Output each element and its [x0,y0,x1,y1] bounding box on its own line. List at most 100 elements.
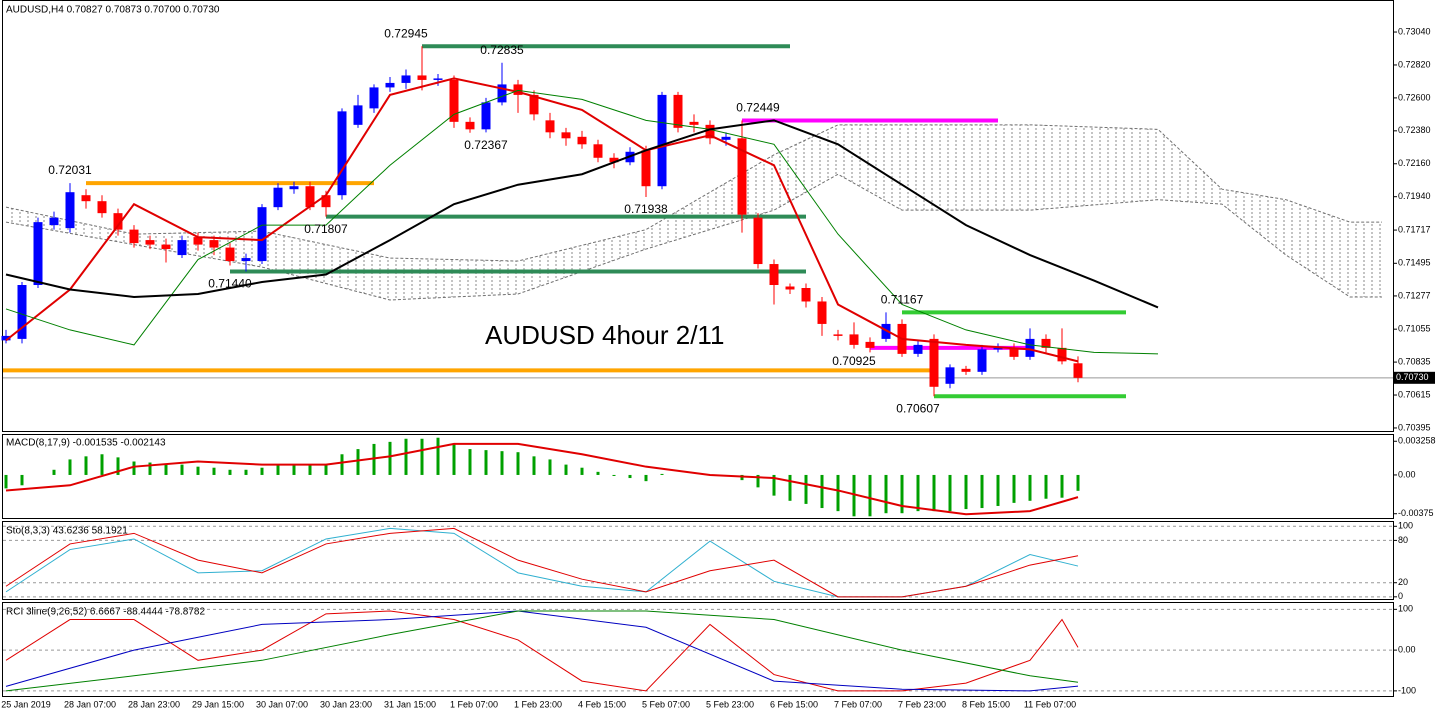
candle-body [177,240,187,256]
y-tick-label: 0.00 [1398,469,1416,479]
main-panel-frame [2,0,1394,432]
candle-body [1009,347,1019,357]
candle-body [689,121,699,125]
panel-title: MACD(8,17,9) -0.001535 -0.002143 [6,438,166,449]
candle-body [641,150,651,187]
candle-body [465,121,475,130]
x-tick-label: 25 Jan 2019 [1,699,51,709]
histogram-bar [484,450,488,475]
x-tick-label: 8 Feb 15:00 [962,699,1010,709]
histogram-bar [308,464,312,475]
rci-panel-frame [2,602,1394,697]
y-tick-label: 0.71940 [1398,191,1431,201]
histogram-bar [612,474,616,476]
candle-body [385,82,395,88]
y-tick-label: -100 [1398,685,1416,695]
histogram-bar [964,474,968,510]
panel-title: RCI 3line(9,26,52) 6.6667 -88.4444 -78.8… [6,607,205,618]
candle-body [1073,363,1083,378]
histogram-bar [916,474,920,512]
price-label: 0.71440 [208,277,252,291]
histogram-bar [564,464,568,475]
candle-body [1041,338,1051,348]
macd-panel-frame [2,434,1394,519]
candle-body [513,84,523,95]
candle-body [433,78,443,80]
x-tick-label: 31 Jan 15:00 [384,699,436,709]
y-tick-label: 0 [1398,591,1403,601]
candle-body [449,79,459,122]
candle-body [417,75,427,80]
histogram-bar [340,454,344,475]
candle-body [305,186,315,208]
histogram-bar [244,469,248,475]
histogram-bar [228,469,232,475]
indicator-line [5,77,1079,363]
candle-body [145,240,155,245]
y-tick-label: 0.71717 [1398,224,1431,234]
candle-body [209,240,219,248]
price-label: 0.71807 [304,222,348,236]
stoch-panel-frame [2,521,1394,600]
histogram-bar [196,466,200,475]
candle-body [161,244,171,250]
price-label: 0.71938 [624,202,668,216]
y-tick-label: 100 [1398,604,1413,614]
histogram-bar [4,474,8,489]
histogram-bar [740,474,744,481]
price-label: 0.70607 [896,401,940,415]
x-tick-label: 7 Feb 23:00 [898,699,946,709]
candle-body [17,285,27,339]
histogram-bar [420,438,424,475]
histogram-bar [772,474,776,496]
candle-body [609,157,619,163]
x-tick-label: 1 Feb 23:00 [514,699,562,709]
candle-body [769,264,779,286]
histogram-bar [372,443,376,475]
candle-body [497,84,507,103]
y-tick-label: 0.70615 [1398,389,1431,399]
candle-body [401,75,411,83]
chart-title: AUDUSD,H4 0.70827 0.70873 0.70700 0.7073… [6,5,220,16]
histogram-bar [1060,474,1064,498]
y-tick-label: 0.003258 [1398,436,1436,446]
current-price-box [1394,371,1435,384]
y-tick-label: 20 [1398,577,1408,587]
candle-body [1057,347,1067,362]
histogram-bar [100,454,104,475]
y-tick-label: 0.72600 [1398,92,1431,102]
candle-body [33,222,43,286]
histogram-bar [164,464,168,475]
x-tick-label: 11 Feb 07:00 [1024,699,1076,709]
histogram-bar [596,471,600,475]
candle-body [977,349,987,372]
candle-body [817,301,827,324]
price-label: 0.72449 [736,101,780,115]
y-tick-label: 0.71055 [1398,324,1431,334]
candle-body [481,102,491,130]
panel-title: Sto(8,3,3) 43.6236 58.1921 [6,526,128,537]
x-tick-label: 5 Feb 23:00 [706,699,754,709]
candle-body [913,344,923,354]
price-label: 0.71167 [881,293,924,307]
candle-body [849,334,859,345]
candle-body [193,237,203,245]
histogram-bar [788,474,792,501]
annotation: AUDUSD 4hour 2/11 [485,320,724,350]
histogram-bar [404,438,408,475]
candle-body [337,111,347,196]
cloud-edge [5,124,1382,262]
histogram-bar [356,449,360,475]
histogram-bar [868,474,872,517]
price-label: 0.72835 [480,43,524,57]
candle-body [577,136,587,145]
candle-body [961,368,971,372]
x-tick-label: 28 Jan 23:00 [128,699,180,709]
y-tick-label: 0.00 [1398,644,1416,654]
histogram-bar [292,464,296,475]
histogram-bar [1044,474,1048,499]
histogram-bar [1028,474,1032,501]
histogram-bar [180,464,184,475]
price-label: 0.72945 [384,26,428,40]
